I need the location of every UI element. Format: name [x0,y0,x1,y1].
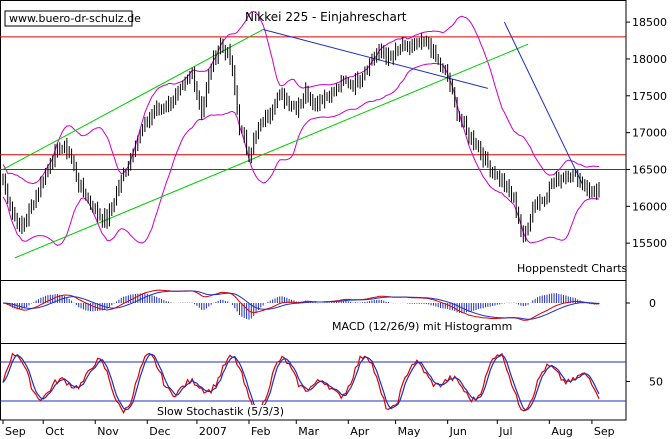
stochastic-label-text: Slow Stochastik (5/3/3) [157,405,284,418]
bollinger-upper [2,10,600,185]
macd-line [2,289,599,321]
trend-channel-upper [2,29,264,170]
x-tick-label: 2007 [199,425,227,438]
y-tick-label: 17000 [632,127,667,140]
bollinger-lower [2,62,600,246]
x-tick-label: Jul [498,425,512,438]
macd-signal-line [2,290,600,320]
y-tick-label: 18000 [632,53,667,66]
x-tick-label: Mar [298,425,319,438]
source-label: Hoppenstedt Charts [517,262,628,275]
stochastic-d-line [2,353,600,412]
stochastic-y-label: 50 [649,376,663,389]
downtrend-line [503,21,583,185]
downtrend-line [263,28,488,89]
y-tick-label: 16500 [632,163,667,176]
x-tick-label: Dec [149,425,170,438]
x-tick-label: Nov [97,425,119,438]
panel-frames [0,0,627,421]
x-tick-label: Sep [594,425,615,438]
axis-labels: Sep Oct Nov Dec 2007 Feb Mar Apr May Jun Jul Aug Sep… [2,16,667,438]
watermark: www.buero-dr-schulz.de [4,10,141,27]
watermark-text: www.buero-dr-schulz.de [9,12,141,25]
price-panel [0,10,626,259]
y-tick-label: 18500 [632,16,667,29]
stochastic-panel [0,352,626,415]
trend-channel-lower [14,43,529,259]
chart-title: Nikkei 225 - Einjahreschart [245,10,407,24]
x-tick-label: Apr [350,425,370,438]
chart-frame [0,0,627,421]
x-tick-label: Jun [449,425,467,438]
x-tick-label: May [398,425,421,438]
y-tick-label: 15500 [632,237,667,250]
x-tick-label: Sep [5,425,26,438]
x-tick-label: Feb [251,425,270,438]
x-tick-label: Oct [45,425,65,438]
macd-zero-label: 0 [649,297,656,310]
y-tick-label: 16000 [632,200,667,213]
y-tick-label: 17500 [632,90,667,103]
stochastic-label: Slow Stochastik (5/3/3) [154,405,284,418]
x-tick-label: Aug [551,425,572,438]
macd-panel [2,289,600,321]
macd-label: MACD (12/26/9) mit Histogramm [332,320,512,333]
